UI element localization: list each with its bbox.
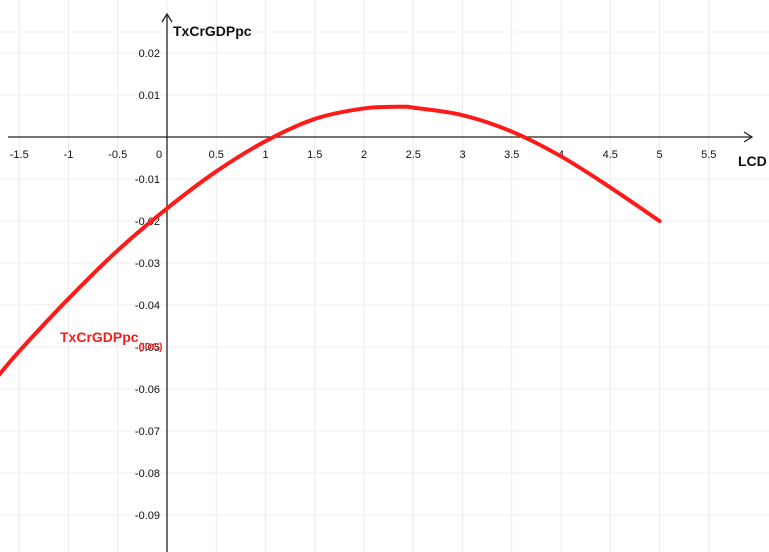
series-layer — [0, 104, 662, 377]
x-tick-label: -1.5 — [10, 149, 29, 161]
y-tick-label: -0.09 — [135, 510, 160, 522]
y-axis-arrow-icon — [161, 12, 173, 23]
y-tick-label: -0.05 — [135, 342, 160, 354]
x-tick-label: 2 — [361, 149, 367, 161]
y-tick-label: -0.07 — [135, 426, 160, 438]
x-tick-label: 3.5 — [504, 149, 519, 161]
y-tick-label: -0.03 — [135, 258, 160, 270]
series-line — [0, 104, 662, 377]
y-tick-label: -0.08 — [135, 468, 160, 480]
curve-label-main: TxCrGDPpc — [60, 329, 139, 345]
x-tick-label: 0 — [156, 149, 162, 161]
x-tick-label: 5 — [656, 149, 662, 161]
y-tick-label: -0.01 — [135, 174, 160, 186]
y-axis-title: TxCrGDPpc — [173, 23, 252, 39]
x-axis-title: LCD — [738, 153, 767, 169]
x-tick-label: 1.5 — [307, 149, 322, 161]
x-tick-label: 5.5 — [701, 149, 716, 161]
x-tick-label: 2.5 — [406, 149, 421, 161]
curve-label-subscript: (IDC) — [139, 342, 163, 353]
tick-labels: -1.5 -1 -0.5 0 0.5 1 1.5 2 2.5 3 3.5 4 4.5 5 5.50.020.… — [10, 48, 717, 522]
x-tick-label: 1 — [262, 149, 268, 161]
y-tick-label: 0.01 — [139, 90, 160, 102]
axes — [8, 12, 754, 552]
y-tick-label: -0.04 — [135, 300, 160, 312]
x-tick-label: -0.5 — [108, 149, 127, 161]
y-tick-label: -0.06 — [135, 384, 160, 396]
x-tick-label: -1 — [64, 149, 74, 161]
y-tick-label: 0.02 — [139, 48, 160, 60]
curve-label: TxCrGDPpc(IDC) — [60, 329, 162, 353]
x-axis-arrow-icon — [743, 131, 754, 143]
x-tick-label: 4.5 — [603, 149, 618, 161]
x-tick-label: 3 — [459, 149, 465, 161]
x-tick-label: 0.5 — [209, 149, 224, 161]
